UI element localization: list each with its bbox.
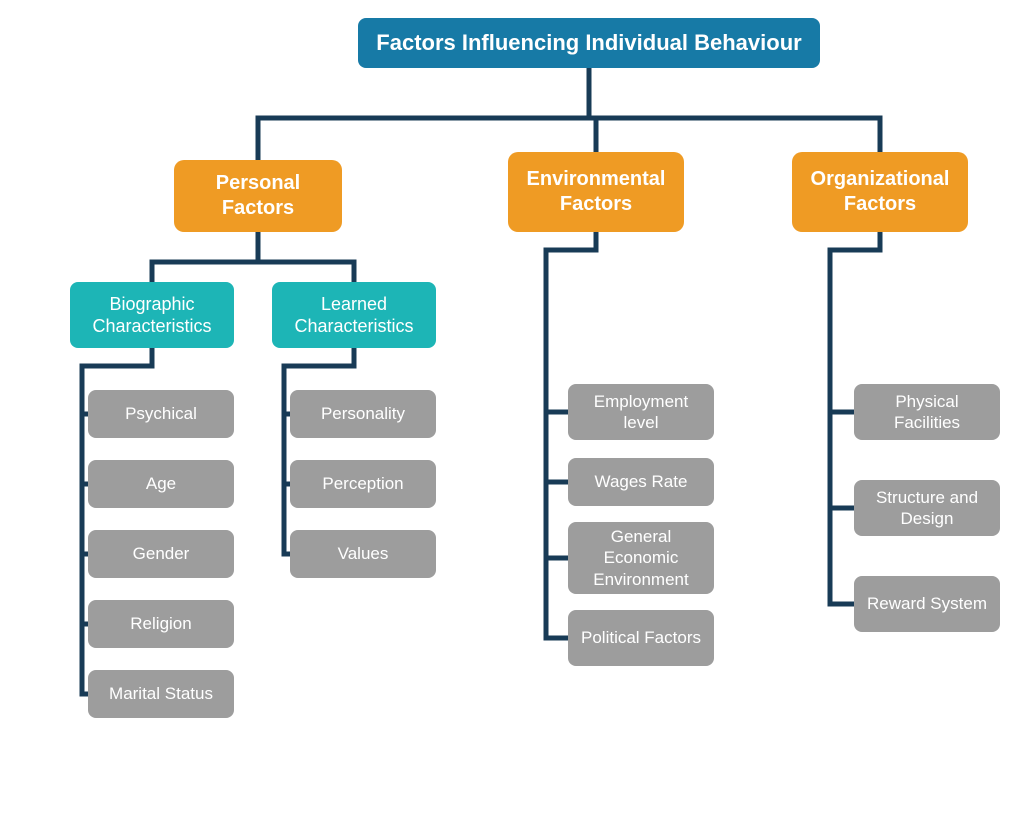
node-label: Reward System [867, 593, 987, 614]
node-env2: Wages Rate [568, 458, 714, 506]
node-label: General Economic Environment [578, 526, 704, 590]
node-personal: Personal Factors [174, 160, 342, 232]
node-label: Religion [130, 613, 191, 634]
node-label: Environmental Factors [518, 167, 674, 217]
node-root: Factors Influencing Individual Behaviour [358, 18, 820, 68]
node-env1: Employment level [568, 384, 714, 440]
node-env3: General Economic Environment [568, 522, 714, 594]
node-label: Personality [321, 403, 405, 424]
node-org: Organizational Factors [792, 152, 968, 232]
node-bio4: Religion [88, 600, 234, 648]
node-learned: Learned Characteristics [272, 282, 436, 348]
node-label: Psychical [125, 403, 197, 424]
node-label: Learned Characteristics [282, 293, 426, 338]
node-label: Organizational Factors [802, 167, 958, 217]
node-env: Environmental Factors [508, 152, 684, 232]
node-bio1: Psychical [88, 390, 234, 438]
node-label: Perception [322, 473, 403, 494]
node-label: Values [338, 543, 389, 564]
node-lrn1: Personality [290, 390, 436, 438]
node-label: Personal Factors [184, 171, 332, 221]
node-label: Age [146, 473, 176, 494]
node-label: Physical Facilities [864, 391, 990, 434]
node-label: Structure and Design [864, 487, 990, 530]
node-label: Gender [133, 543, 190, 564]
node-label: Employment level [578, 391, 704, 434]
node-bio: Biographic Characteristics [70, 282, 234, 348]
node-bio5: Marital Status [88, 670, 234, 718]
node-env4: Political Factors [568, 610, 714, 666]
node-lrn3: Values [290, 530, 436, 578]
node-org2: Structure and Design [854, 480, 1000, 536]
node-label: Political Factors [581, 627, 701, 648]
node-bio3: Gender [88, 530, 234, 578]
node-label: Biographic Characteristics [80, 293, 224, 338]
node-label: Wages Rate [595, 471, 688, 492]
node-org3: Reward System [854, 576, 1000, 632]
node-label: Factors Influencing Individual Behaviour [376, 29, 801, 57]
node-label: Marital Status [109, 683, 213, 704]
node-org1: Physical Facilities [854, 384, 1000, 440]
node-lrn2: Perception [290, 460, 436, 508]
node-bio2: Age [88, 460, 234, 508]
